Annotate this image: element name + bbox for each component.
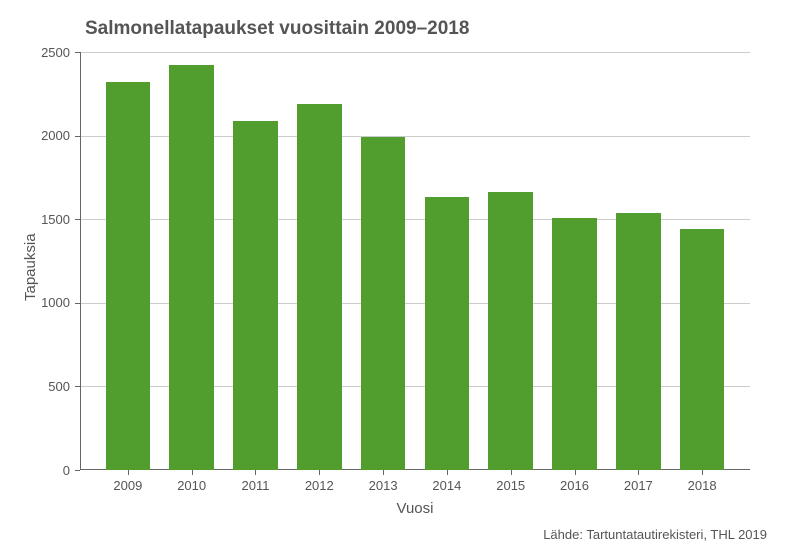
- x-tick-label: 2018: [672, 478, 732, 493]
- bar: [488, 192, 533, 470]
- x-tick-label: 2009: [98, 478, 158, 493]
- bar: [106, 82, 151, 470]
- x-tick: [255, 470, 256, 475]
- x-tick: [447, 470, 448, 475]
- x-axis-label: Vuosi: [80, 500, 750, 517]
- x-tick-label: 2011: [225, 478, 285, 493]
- y-tick-label: 1000: [20, 295, 70, 310]
- bar: [616, 213, 661, 470]
- y-tick-label: 2000: [20, 128, 70, 143]
- y-tick: [75, 386, 80, 387]
- chart-container: Salmonellatapaukset vuosittain 2009–2018…: [0, 0, 785, 550]
- plot-area: [80, 52, 750, 470]
- x-tick: [128, 470, 129, 475]
- y-tick: [75, 136, 80, 137]
- y-tick: [75, 303, 80, 304]
- x-tick: [511, 470, 512, 475]
- chart-title: Salmonellatapaukset vuosittain 2009–2018: [85, 18, 469, 40]
- y-tick-label: 0: [20, 463, 70, 478]
- y-tick: [75, 470, 80, 471]
- bar: [169, 65, 214, 470]
- grid-line: [81, 52, 750, 53]
- y-tick-label: 1500: [20, 212, 70, 227]
- x-tick: [575, 470, 576, 475]
- x-tick-label: 2016: [545, 478, 605, 493]
- y-tick-label: 2500: [20, 45, 70, 60]
- x-tick: [383, 470, 384, 475]
- x-tick: [192, 470, 193, 475]
- x-tick: [702, 470, 703, 475]
- x-tick-label: 2012: [289, 478, 349, 493]
- y-tick-label: 500: [20, 379, 70, 394]
- x-tick-label: 2013: [353, 478, 413, 493]
- x-tick-label: 2010: [162, 478, 222, 493]
- x-tick: [638, 470, 639, 475]
- x-tick-label: 2015: [481, 478, 541, 493]
- bar: [361, 137, 406, 470]
- bar: [297, 104, 342, 470]
- y-axis-label: Tapauksia: [22, 233, 39, 301]
- x-tick: [319, 470, 320, 475]
- y-tick: [75, 219, 80, 220]
- bar: [233, 121, 278, 470]
- bar: [425, 197, 470, 470]
- bar: [680, 229, 725, 470]
- x-tick-label: 2014: [417, 478, 477, 493]
- y-axis-line: [80, 52, 81, 470]
- y-tick: [75, 52, 80, 53]
- bar: [552, 218, 597, 470]
- source-text: Lähde: Tartuntatautirekisteri, THL 2019: [543, 527, 767, 542]
- x-tick-label: 2017: [608, 478, 668, 493]
